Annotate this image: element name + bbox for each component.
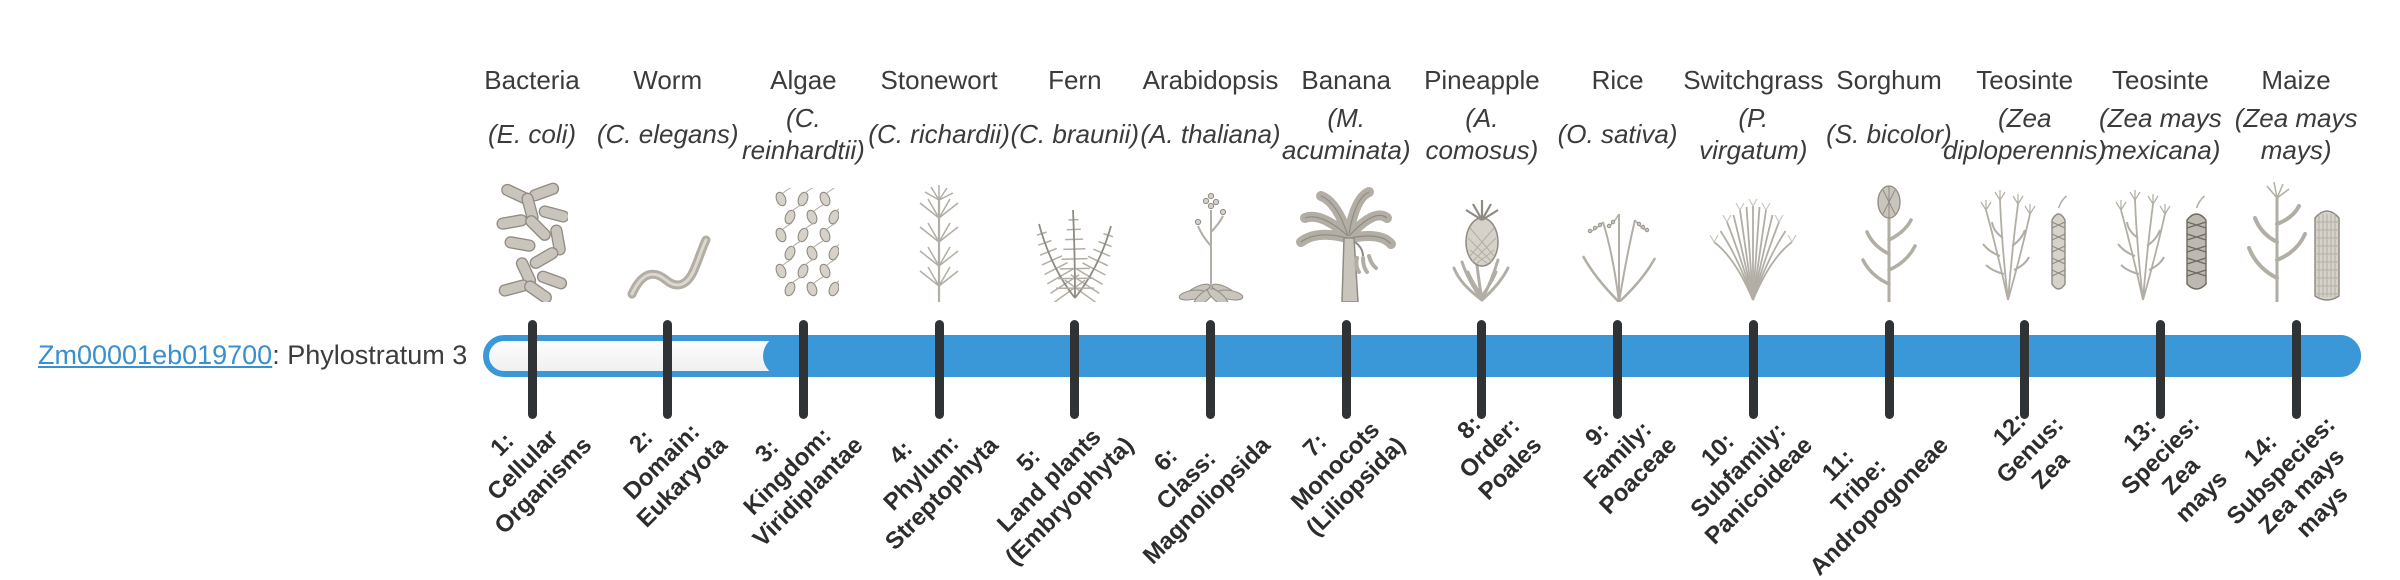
banana-icon	[1293, 178, 1399, 307]
organism-species: (E. coli)	[487, 119, 577, 149]
stratum-tick	[1884, 320, 1894, 419]
maize-icon	[2245, 178, 2347, 307]
stratum-tick-label: 8: Order: Poales	[1451, 410, 1547, 506]
organism-name: Switchgrass	[1683, 65, 1824, 95]
rice-icon	[1573, 184, 1663, 307]
organism-species: (O. sativa)	[1557, 119, 1678, 149]
organism-name: Rice	[1591, 65, 1644, 95]
organism-name: Banana	[1301, 65, 1392, 95]
algae-icon	[767, 186, 846, 307]
stratum-tick	[1477, 320, 1487, 419]
organism-name: Stonewort	[880, 65, 998, 95]
stratum-tick-label: 14: Subspecies: Zea mays mays	[2221, 411, 2354, 544]
organism-name: Algae	[770, 65, 837, 95]
organism-species: (A. comosus)	[1425, 103, 1539, 165]
teosinte-mexicana-icon	[2107, 184, 2213, 307]
stratum-tick	[1206, 320, 1215, 419]
stratum-tick	[2020, 320, 2030, 419]
organism-name: Teosinte	[1976, 65, 2074, 95]
organism-species: (C. richardii)	[868, 119, 1010, 149]
organism-species: (Zea diploperennis)	[1943, 103, 2107, 165]
teosinte-diploperennis-icon	[1972, 184, 2078, 307]
organism-species: (P. virgatum)	[1699, 103, 1808, 165]
bacteria-icon	[496, 182, 570, 307]
organism-name: Sorghum	[1836, 65, 1942, 95]
organism-species: (S. bicolor)	[1826, 119, 1952, 149]
stratum-tick	[934, 320, 944, 419]
organism-name: Pineapple	[1424, 65, 1540, 95]
sorghum-icon	[1855, 182, 1923, 307]
arabidopsis-icon	[1174, 184, 1248, 307]
stratum-tick-label: 3: Kingdom: Viridiplantae	[738, 422, 869, 553]
stratum-tick	[798, 320, 808, 419]
organism-name: Teosinte	[2111, 65, 2209, 95]
switchgrass-icon	[1706, 180, 1800, 307]
organism-name: Fern	[1048, 65, 1102, 95]
stratum-tick-label: 1: Cellular Organisms	[481, 424, 597, 540]
organism-species: (Zea mays mays)	[2234, 103, 2358, 165]
organism-species: (Zea mays mexicana)	[2098, 103, 2222, 165]
organism-species: (C. reinhardtii)	[741, 103, 865, 165]
gene-link[interactable]: Zm00001eb019700	[38, 340, 273, 370]
stratum-tick-label: 6: Class: Magnoliopsida	[1137, 431, 1276, 570]
stratum-tick	[1613, 320, 1623, 419]
timeline-fill	[763, 335, 2361, 377]
stratum-tick	[1070, 320, 1080, 419]
stratum-tick	[527, 320, 537, 419]
organism-name: Maize	[2261, 65, 2331, 95]
stratum-tick-label: 2: Domain: Eukaryota	[617, 418, 733, 533]
organism-name: Arabidopsis	[1142, 65, 1279, 95]
stratum-tick-label: 5: Land plants (Embryophyta)	[992, 423, 1140, 571]
stratum-tick	[2155, 320, 2165, 419]
stratum-tick	[2291, 320, 2301, 419]
organism-species: (M. acuminata)	[1281, 103, 1411, 165]
organism-species: (C. braunii)	[1010, 119, 1140, 149]
stonewort-icon	[907, 184, 971, 307]
organism-name: Bacteria	[484, 65, 580, 95]
stratum-tick	[1748, 320, 1758, 419]
organism-species: (A. thaliana)	[1140, 119, 1281, 149]
gene-label: Zm00001eb019700: Phylostratum 3	[38, 338, 467, 372]
stratum-tick-label: 7: Monocots (Liliopsida)	[1286, 416, 1411, 542]
stratum-tick-label: 11: Tribe: Andropogoneae	[1804, 431, 1954, 580]
stratum-tick	[1341, 320, 1351, 419]
pineapple-icon	[1448, 184, 1516, 307]
stratum-tick-label: 12: Genus: Zea	[1987, 407, 2075, 495]
stratum-tick	[663, 320, 673, 419]
organism-name: Worm	[633, 65, 703, 95]
fern-icon	[1025, 192, 1125, 307]
gene-phylostratum-text: : Phylostratum 3	[272, 340, 468, 370]
worm-icon	[622, 230, 714, 307]
organism-species: (C. elegans)	[596, 119, 739, 149]
